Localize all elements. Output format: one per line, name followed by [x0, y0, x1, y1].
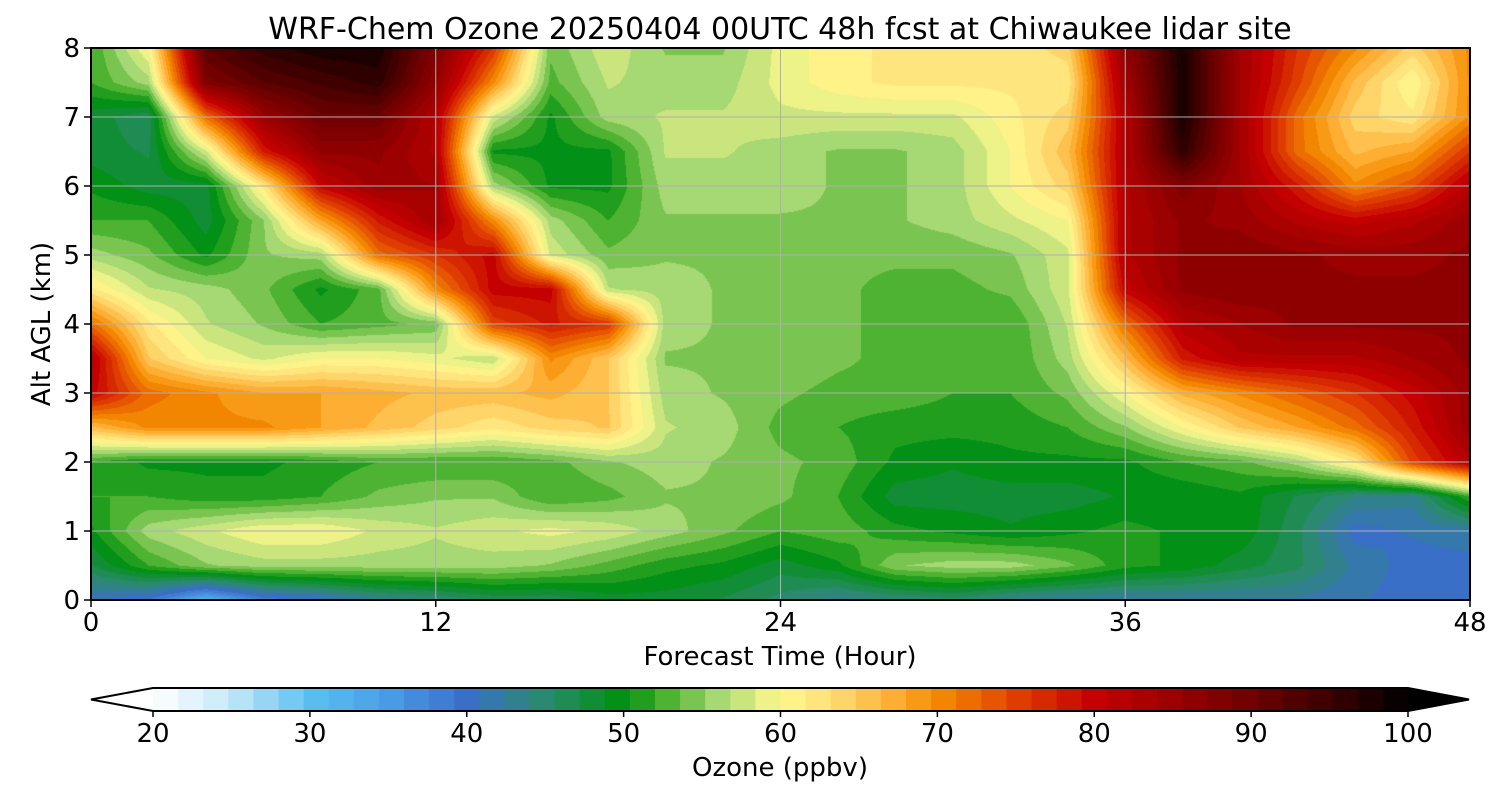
colorbar-tick-label: 20: [136, 719, 169, 749]
colorbar-tick-label: 50: [607, 719, 640, 749]
colorbar-bin: [880, 688, 907, 711]
colorbar-bin: [1006, 688, 1033, 711]
colorbar-bin: [404, 688, 430, 711]
colorbar-bin: [1131, 688, 1158, 711]
colorbar-bin: [1357, 688, 1384, 711]
colorbar-bin: [805, 688, 832, 711]
colorbar-bin: [1282, 688, 1309, 711]
colorbar-bin: [981, 688, 1007, 711]
colorbar: 20 30 40 50 60 70 80 90 100: [90, 687, 1470, 749]
colorbar-bin: [554, 688, 581, 711]
colorbar-bin: [1106, 688, 1133, 711]
y-tick-label: 3: [63, 379, 80, 409]
colorbar-bin: [328, 688, 355, 711]
y-tick-label: 4: [63, 310, 80, 340]
colorbar-bin: [906, 688, 932, 711]
colorbar-bin: [956, 688, 982, 711]
colorbar-bin: [253, 688, 280, 711]
colorbar-min-extend: [91, 688, 153, 711]
x-tick-label: 48: [1453, 608, 1486, 638]
colorbar-tick-label: 70: [921, 719, 954, 749]
colorbar-tick-label: 80: [1078, 719, 1111, 749]
colorbar-bin: [629, 688, 656, 711]
y-tick-label: 6: [63, 172, 80, 202]
colorbar-bin: [278, 688, 305, 711]
colorbar-bin: [1257, 688, 1284, 711]
y-tick-label: 2: [63, 448, 80, 478]
colorbar-bin: [1232, 688, 1258, 711]
colorbar-bin: [830, 688, 857, 711]
colorbar-bin: [780, 688, 807, 711]
colorbar-bin: [479, 688, 505, 711]
colorbar-bin: [931, 688, 957, 711]
colorbar-bin: [655, 688, 681, 711]
colorbar-bin: [755, 688, 782, 711]
x-axis-label: Forecast Time (Hour): [643, 642, 916, 672]
colorbar-bin: [680, 688, 706, 711]
colorbar-bin: [353, 688, 380, 711]
colorbar-bin: [1157, 688, 1183, 711]
colorbar-tick-label: 100: [1383, 719, 1433, 749]
colorbar-bin: [730, 688, 756, 711]
y-tick-label: 8: [63, 34, 80, 64]
colorbar-bin: [1207, 688, 1233, 711]
colorbar-bin: [203, 688, 229, 711]
colorbar-bin: [855, 688, 882, 711]
x-tick-label: 24: [764, 608, 797, 638]
colorbar-bin: [1332, 688, 1359, 711]
x-axis: 0 12 24 36 48: [83, 600, 1487, 638]
y-tick-label: 1: [63, 517, 80, 547]
colorbar-bin: [429, 688, 455, 711]
x-tick-label: 0: [83, 608, 100, 638]
colorbar-bin: [228, 688, 254, 711]
y-axis: 0 1 2 3 4 5 6 7 8: [63, 34, 91, 616]
colorbar-max-extend: [1408, 688, 1469, 711]
colorbar-bin: [1081, 688, 1108, 711]
colorbar-bin: [153, 688, 179, 711]
colorbar-bin: [1182, 688, 1208, 711]
colorbar-bin: [529, 688, 556, 711]
colorbar-bin: [378, 688, 405, 711]
colorbar-bin: [579, 688, 606, 711]
colorbar-bin: [705, 688, 731, 711]
y-tick-label: 0: [63, 586, 80, 616]
colorbar-label: Ozone (ppbv): [692, 753, 868, 783]
plot-area: [90, 47, 1471, 601]
y-axis-label: Alt AGL (km): [27, 242, 57, 406]
colorbar-bin: [604, 688, 631, 711]
colorbar-bin: [178, 688, 204, 711]
colorbar-tick-label: 30: [293, 719, 326, 749]
colorbar-tick-label: 40: [450, 719, 483, 749]
colorbar-bin: [454, 688, 480, 711]
x-tick-label: 36: [1109, 608, 1142, 638]
y-tick-label: 5: [63, 241, 80, 271]
colorbar-bin: [1056, 688, 1083, 711]
colorbar-bin: [1307, 688, 1334, 711]
colorbar-bin: [504, 688, 531, 711]
colorbar-bin: [303, 688, 330, 711]
chart-title: WRF-Chem Ozone 20250404 00UTC 48h fcst a…: [268, 12, 1291, 47]
x-tick-label: 12: [419, 608, 452, 638]
colorbar-tick-label: 60: [764, 719, 797, 749]
y-tick-label: 7: [63, 103, 80, 133]
colorbar-bin: [1031, 688, 1058, 711]
colorbar-bin: [1382, 688, 1409, 711]
colorbar-tick-label: 90: [1235, 719, 1268, 749]
